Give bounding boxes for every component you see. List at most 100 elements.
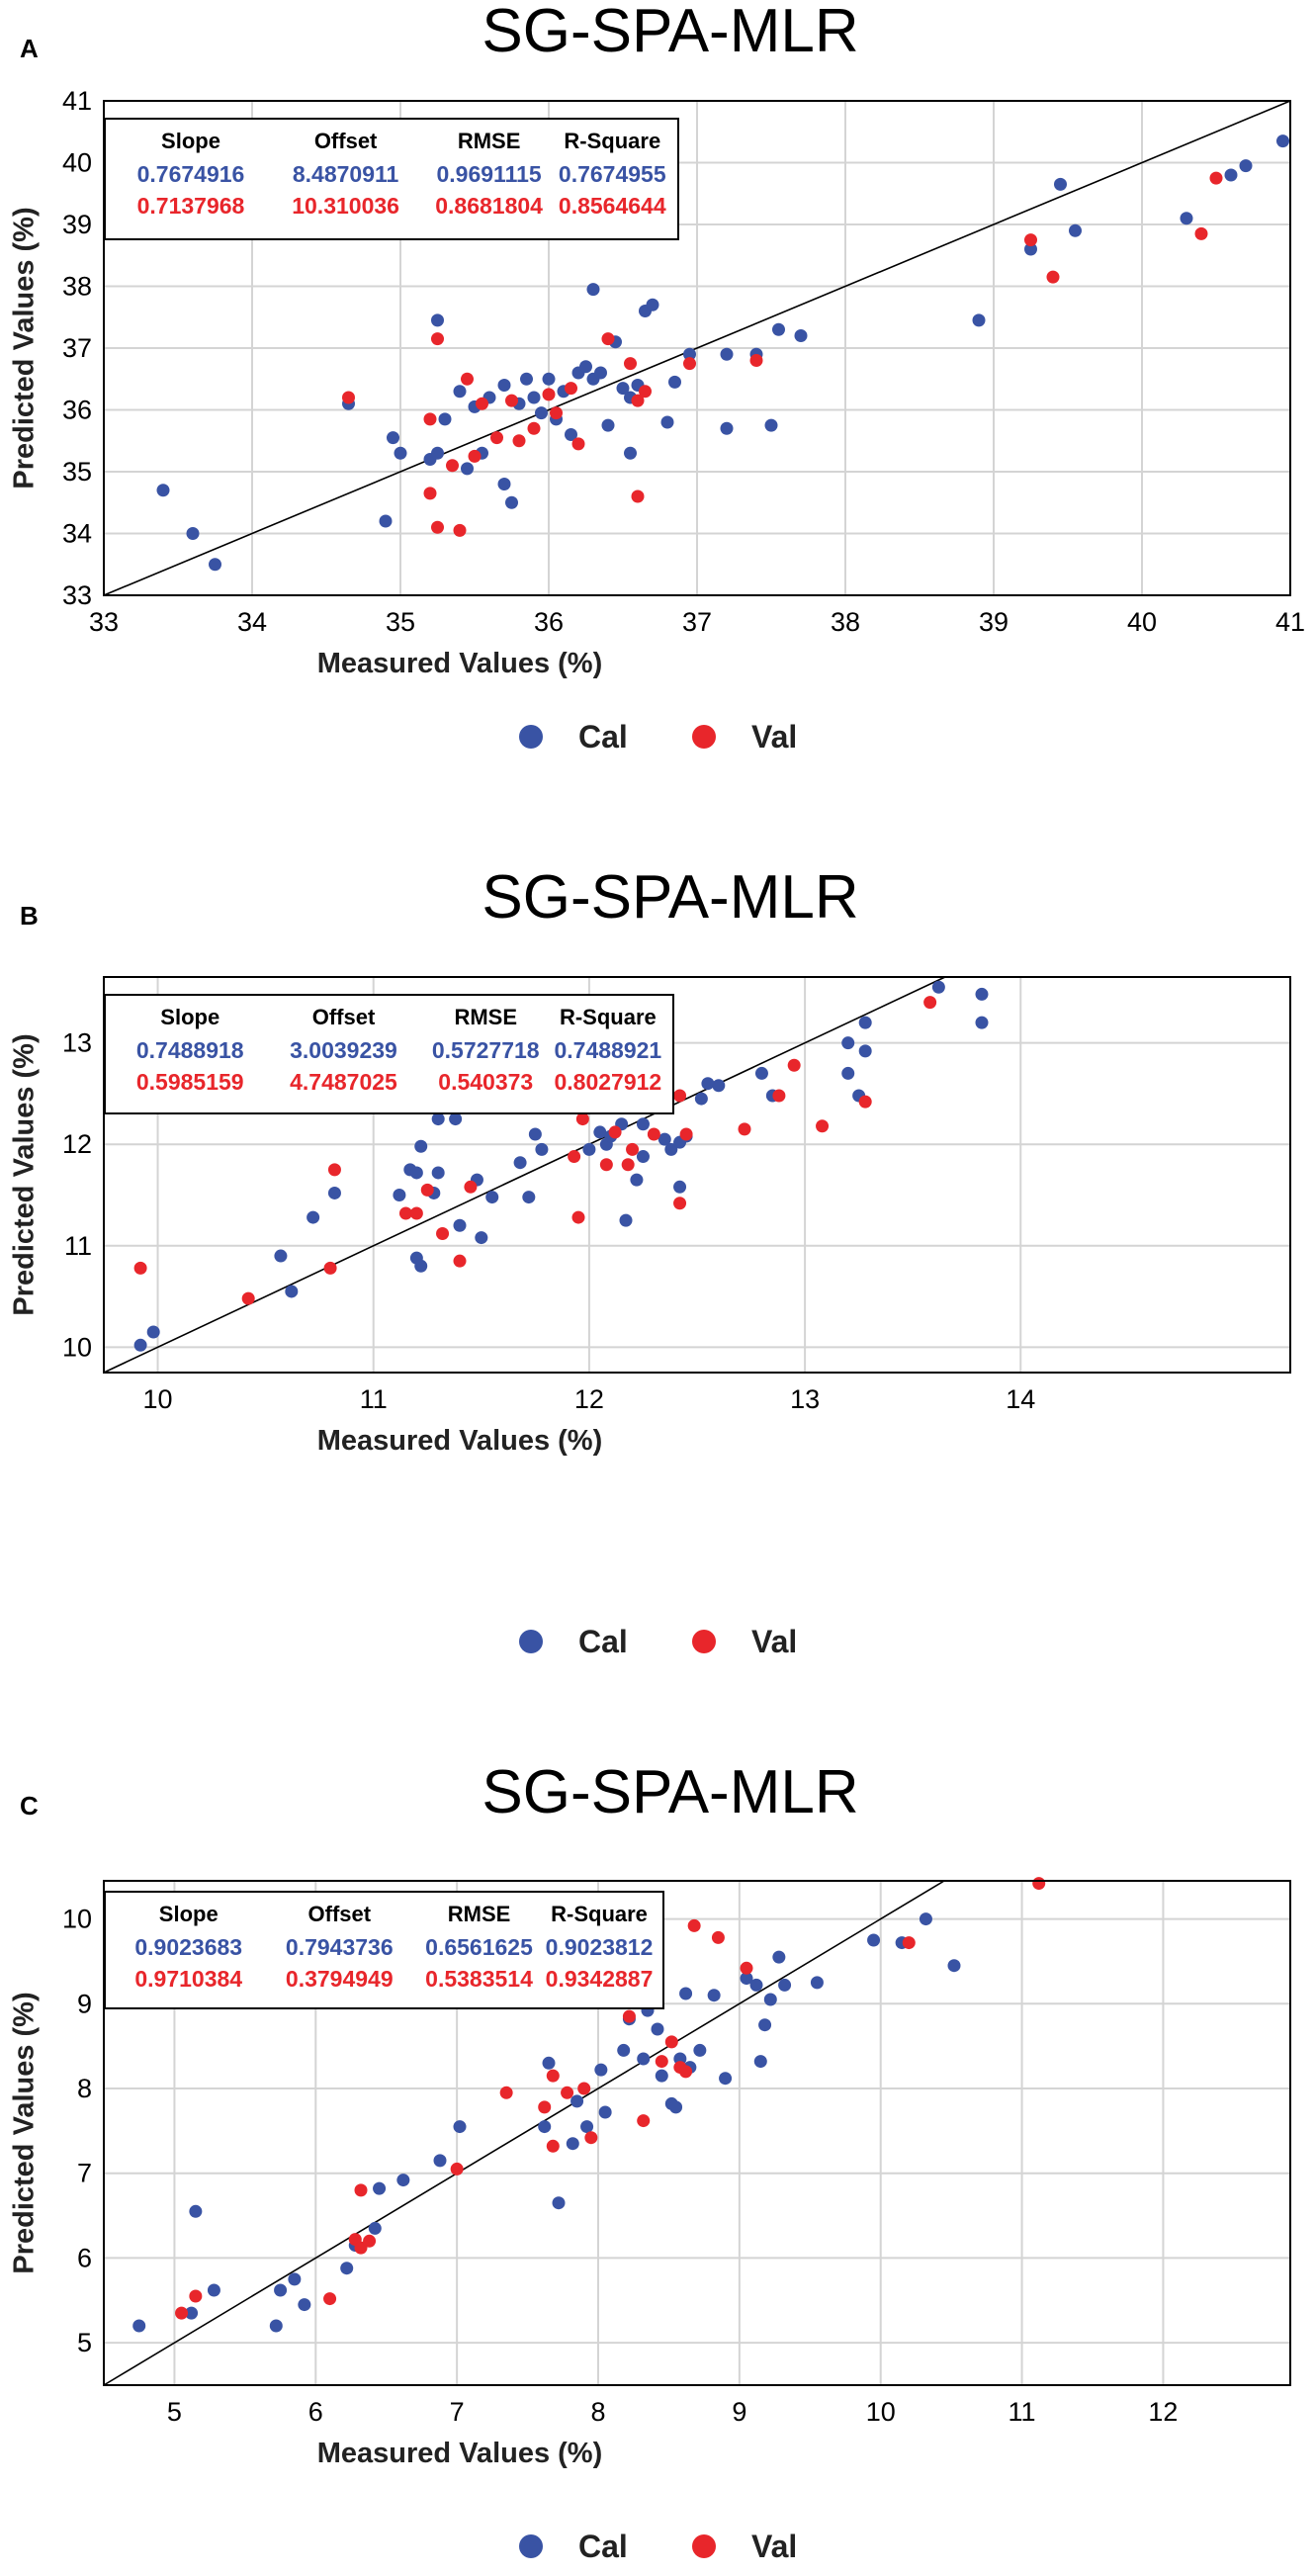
cal-point [616, 382, 630, 396]
legend-val-marker [692, 725, 716, 749]
cal-point [552, 2196, 566, 2210]
val-point [1046, 270, 1060, 284]
val-point [787, 1058, 801, 1072]
cal-point [393, 1189, 406, 1202]
chart-c: C SG-SPA-MLR 5 6 7 8 9 10 11 12 5 6 7 8 9 10 Slope Off… [9, 1758, 1291, 2564]
y-tick-label: 10 [62, 1905, 92, 1934]
cal-point [651, 2022, 664, 2036]
cal-point [624, 446, 637, 460]
stats-box [104, 994, 674, 1114]
cal-point [1276, 134, 1289, 148]
stats-val-value: 0.540373 [438, 1069, 533, 1095]
val-point [431, 332, 444, 346]
reference-line [103, 1880, 945, 2386]
val-point [575, 1112, 589, 1126]
stats-header: RMSE [454, 1005, 517, 1029]
val-point [621, 1158, 635, 1172]
cal-point [810, 1976, 824, 1990]
cal-point [485, 1191, 499, 1204]
stats-cal-value: 8.4870911 [293, 161, 399, 187]
y-tick-label: 11 [64, 1231, 92, 1261]
cal-point [658, 1132, 671, 1146]
stats-header: R-Square [551, 1902, 648, 1926]
cal-point [379, 514, 393, 528]
stats-val-value: 0.7137968 [137, 193, 245, 219]
x-tick-label: 12 [574, 1384, 604, 1414]
cal-point [431, 1112, 445, 1126]
val-point [423, 487, 437, 500]
cal-point [707, 1989, 721, 2002]
val-point [599, 1158, 613, 1172]
val-point [453, 523, 467, 537]
val-point [538, 2100, 552, 2114]
cal-point [579, 360, 592, 374]
val-point [1209, 171, 1223, 185]
cal-point [209, 558, 221, 572]
cal-point [740, 1972, 753, 1986]
val-point [550, 406, 563, 420]
val-point [461, 372, 474, 386]
val-point [1194, 226, 1208, 240]
panel-b: B SG-SPA-MLR 10 11 12 13 14 10 11 12 13 Slope Off… [0, 860, 1315, 1701]
cal-point [570, 2094, 584, 2108]
panel-letter: C [20, 1791, 39, 1821]
val-point [858, 1095, 872, 1109]
stats-cal-value: 0.7943736 [286, 1934, 394, 1960]
x-axis-label: Measured Values (%) [317, 2438, 603, 2469]
stats-cal-value: 0.7674955 [559, 161, 666, 187]
cal-point [669, 2100, 683, 2114]
val-point [476, 397, 488, 410]
cal-point [867, 1933, 881, 1947]
stats-cal-value: 0.7488921 [555, 1037, 662, 1063]
val-point [468, 449, 482, 463]
val-point [189, 2289, 203, 2303]
stats-val-value: 0.9710384 [134, 1966, 242, 1992]
val-point [902, 1936, 916, 1950]
stats-val-value: 0.3794949 [286, 1966, 394, 1992]
cal-point [1224, 168, 1238, 182]
val-point [608, 1125, 622, 1139]
cal-point [947, 1959, 961, 1973]
plot-frame [103, 976, 1291, 1374]
val-point [738, 1122, 751, 1136]
cal-point [565, 428, 577, 441]
legend-val-label: Val [751, 2529, 797, 2564]
cal-point [207, 2283, 220, 2297]
stats-cal-value: 0.7488918 [136, 1037, 244, 1063]
cal-point [1180, 212, 1193, 225]
cal-point [619, 1213, 633, 1227]
val-point [647, 1127, 660, 1141]
val-point [584, 2131, 598, 2145]
legend: Cal Val [519, 719, 797, 755]
cal-point [841, 1066, 855, 1080]
cal-point [394, 446, 407, 460]
val-point [431, 520, 444, 534]
y-tick-label: 9 [77, 1989, 92, 2018]
cal-point [601, 418, 615, 432]
x-tick-label: 6 [308, 2397, 323, 2427]
cal-point [274, 2283, 288, 2297]
x-tick-label: 10 [143, 1384, 173, 1414]
x-tick-label: 33 [89, 607, 119, 637]
reference-line [103, 100, 1291, 596]
cal-point [975, 1016, 989, 1029]
x-tick-label: 13 [790, 1384, 820, 1414]
cal-point [617, 2043, 631, 2057]
val-point [546, 2069, 560, 2083]
cal-point [598, 2105, 612, 2119]
y-axis-label: Predicted Values (%) [9, 207, 41, 489]
legend-val-label: Val [751, 719, 797, 755]
cal-point [673, 1180, 687, 1194]
cal-point [513, 1156, 527, 1170]
cal-point [720, 421, 734, 435]
val-point [622, 2009, 636, 2023]
cal-point [646, 298, 659, 311]
x-tick-label: 11 [1008, 2397, 1036, 2427]
val-point [446, 459, 459, 473]
cal-point [327, 1186, 341, 1199]
x-tick-label: 41 [1275, 607, 1305, 637]
cal-point [156, 484, 170, 497]
stats-val-value: 0.5985159 [136, 1069, 244, 1095]
val-point [542, 388, 556, 401]
cal-point [594, 2063, 608, 2077]
